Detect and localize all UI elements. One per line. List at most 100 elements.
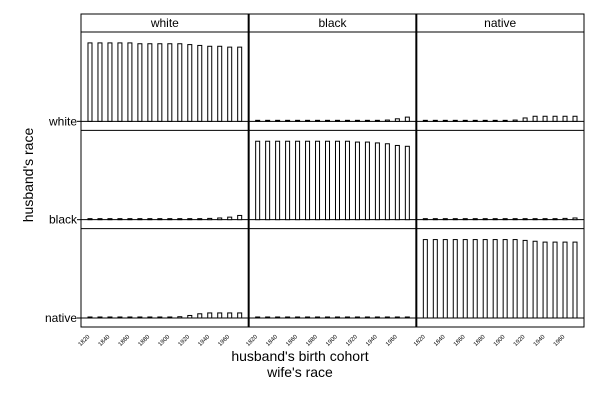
x-tick-label: 1860 bbox=[118, 334, 132, 348]
bar-black-black-1890 bbox=[325, 140, 331, 221]
bar-native-native-1900 bbox=[502, 239, 508, 319]
bar-native-black-1930 bbox=[532, 218, 538, 221]
bar-white-white-1870 bbox=[137, 43, 143, 122]
bar-native-native-1930 bbox=[532, 240, 538, 319]
bar-native-white-1840 bbox=[442, 119, 448, 122]
bar-black-native-1840 bbox=[275, 316, 281, 319]
bar-native-white-1820 bbox=[422, 119, 428, 122]
bar-white-native-1870 bbox=[137, 316, 143, 319]
bar-native-white-1920 bbox=[522, 117, 528, 122]
x-axis-secondary-title: wife's race bbox=[267, 364, 333, 380]
x-tick-label: 1940 bbox=[365, 334, 379, 348]
bar-black-native-1970 bbox=[404, 316, 410, 319]
bar-black-black-1950 bbox=[384, 143, 390, 221]
bar-black-white-1880 bbox=[315, 119, 321, 122]
x-tick-label: 1960 bbox=[553, 334, 567, 348]
bar-native-white-1870 bbox=[472, 119, 478, 122]
y-axis-title: husband's race bbox=[20, 127, 36, 223]
bar-native-black-1840 bbox=[442, 218, 448, 221]
x-tick-label: 1880 bbox=[473, 334, 487, 348]
bar-white-white-1880 bbox=[147, 43, 153, 122]
bar-native-native-1880 bbox=[482, 239, 488, 319]
bar-white-native-1950 bbox=[217, 312, 223, 319]
bar-native-white-1880 bbox=[482, 119, 488, 122]
bar-white-native-1940 bbox=[207, 312, 213, 319]
x-tick-label: 1900 bbox=[493, 334, 507, 348]
bar-native-black-1820 bbox=[422, 218, 428, 221]
bar-black-native-1910 bbox=[344, 316, 350, 319]
bar-black-black-1850 bbox=[285, 140, 291, 221]
bar-black-black-1970 bbox=[404, 145, 410, 221]
bar-white-native-1970 bbox=[237, 312, 243, 319]
x-tick-label: 1900 bbox=[158, 334, 172, 348]
bar-black-black-1900 bbox=[334, 140, 340, 221]
bar-black-black-1840 bbox=[275, 140, 281, 221]
bar-native-black-1830 bbox=[432, 218, 438, 221]
bar-white-white-1920 bbox=[187, 44, 193, 122]
bar-black-native-1820 bbox=[255, 316, 261, 319]
bar-native-black-1900 bbox=[502, 218, 508, 221]
bar-black-white-1870 bbox=[305, 119, 311, 122]
bar-black-native-1930 bbox=[364, 316, 370, 319]
x-tick-label: 1880 bbox=[305, 334, 319, 348]
x-tick-label: 1840 bbox=[265, 334, 279, 348]
bar-native-native-1830 bbox=[432, 239, 438, 319]
bar-white-black-1830 bbox=[97, 218, 103, 221]
bar-native-black-1890 bbox=[492, 218, 498, 221]
plot-frame bbox=[80, 13, 585, 328]
x-tick-label: 1820 bbox=[245, 334, 259, 348]
bar-black-native-1890 bbox=[325, 316, 331, 319]
x-tick-label: 1900 bbox=[325, 334, 339, 348]
bar-white-black-1900 bbox=[167, 218, 173, 221]
bar-black-white-1940 bbox=[374, 119, 380, 122]
bar-black-black-1920 bbox=[354, 141, 360, 221]
bar-native-native-1870 bbox=[472, 239, 478, 319]
x-tick-label: 1840 bbox=[98, 334, 112, 348]
bar-native-white-1890 bbox=[492, 119, 498, 122]
bar-white-native-1860 bbox=[127, 316, 133, 319]
bar-white-black-1820 bbox=[87, 218, 93, 221]
bar-native-black-1860 bbox=[462, 218, 468, 221]
bar-white-native-1850 bbox=[117, 316, 123, 319]
bar-white-native-1960 bbox=[227, 312, 233, 319]
bar-white-white-1970 bbox=[237, 46, 243, 122]
bar-native-native-1860 bbox=[462, 239, 468, 319]
bar-native-black-1920 bbox=[522, 218, 528, 221]
bar-white-black-1930 bbox=[197, 218, 203, 221]
x-tick-label: 1880 bbox=[138, 334, 152, 348]
strip-label-black: black bbox=[318, 16, 347, 30]
bar-black-black-1910 bbox=[344, 140, 350, 221]
bar-white-native-1820 bbox=[87, 316, 93, 319]
bar-native-native-1960 bbox=[562, 241, 568, 319]
bar-black-native-1850 bbox=[285, 316, 291, 319]
bar-white-black-1840 bbox=[107, 218, 113, 221]
strip-label-white: white bbox=[150, 16, 179, 30]
bar-native-native-1840 bbox=[442, 239, 448, 319]
bar-native-black-1970 bbox=[572, 217, 578, 221]
bar-black-white-1950 bbox=[384, 119, 390, 122]
bar-white-white-1840 bbox=[107, 42, 113, 122]
bar-black-white-1930 bbox=[364, 119, 370, 122]
bar-white-native-1910 bbox=[177, 316, 183, 319]
bar-black-white-1960 bbox=[394, 118, 400, 122]
bar-white-white-1860 bbox=[127, 42, 133, 122]
bar-white-black-1890 bbox=[157, 218, 163, 221]
bar-native-white-1910 bbox=[512, 119, 518, 122]
bar-black-white-1970 bbox=[404, 116, 410, 122]
bar-native-black-1880 bbox=[482, 218, 488, 221]
bar-black-white-1820 bbox=[255, 119, 261, 122]
bar-white-black-1850 bbox=[117, 218, 123, 221]
bar-white-black-1960 bbox=[227, 216, 233, 221]
bar-black-native-1880 bbox=[315, 316, 321, 319]
bar-white-black-1910 bbox=[177, 218, 183, 221]
bar-black-white-1910 bbox=[344, 119, 350, 122]
bar-native-white-1850 bbox=[452, 119, 458, 122]
x-tick-label: 1860 bbox=[453, 334, 467, 348]
bar-black-black-1930 bbox=[364, 141, 370, 221]
bar-native-native-1850 bbox=[452, 239, 458, 319]
bar-native-black-1870 bbox=[472, 218, 478, 221]
bar-native-white-1960 bbox=[562, 115, 568, 122]
bar-black-native-1830 bbox=[265, 316, 271, 319]
bar-white-black-1940 bbox=[207, 217, 213, 221]
